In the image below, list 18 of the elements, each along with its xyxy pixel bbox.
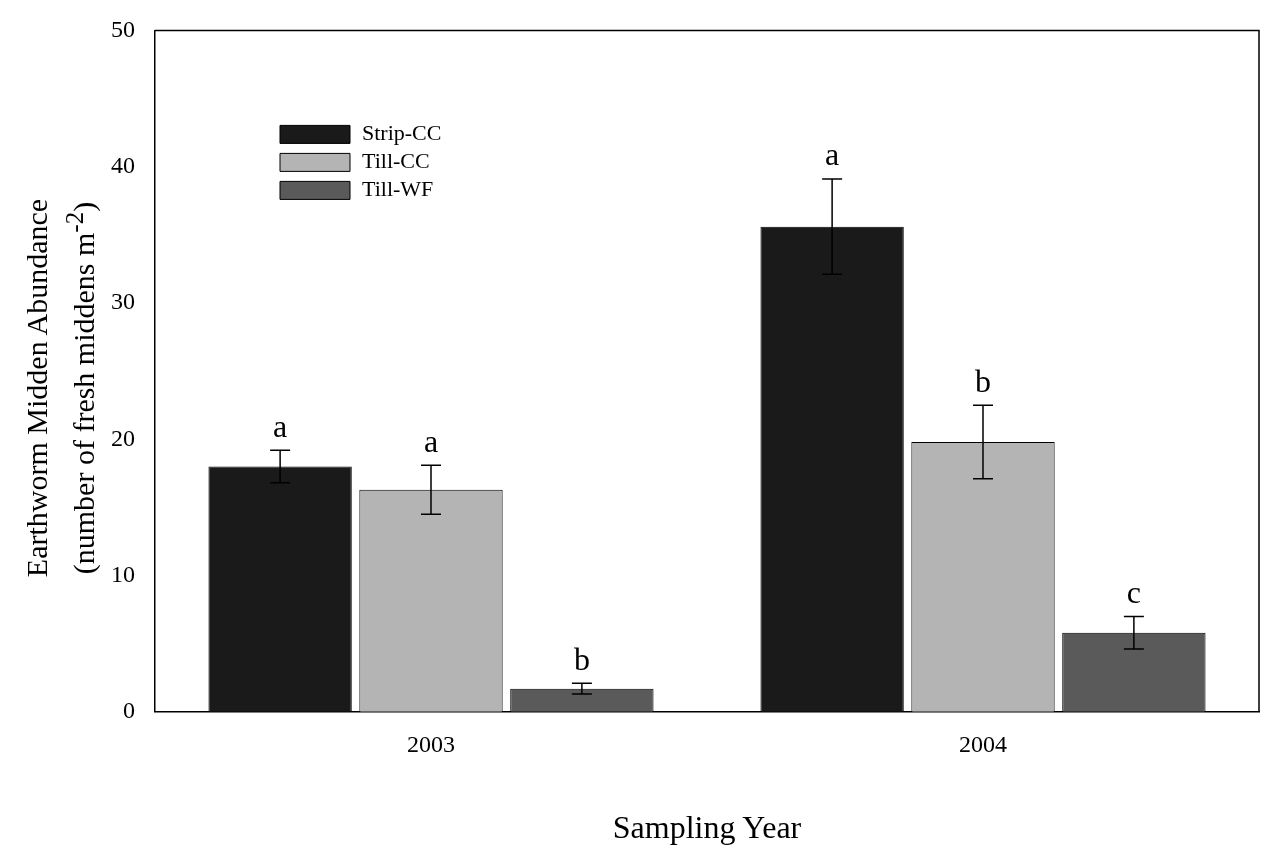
x-tick-label: 2004 (959, 731, 1007, 758)
data-label: b (975, 362, 991, 399)
x-tick-label: 2003 (407, 731, 455, 758)
legend-label: Till-CC (362, 148, 430, 174)
x-axis-title: Sampling Year (612, 809, 802, 846)
y-tick-label: 0 (123, 697, 135, 724)
data-label: a (273, 407, 288, 444)
y-tick-label: 30 (111, 288, 135, 315)
y-tick-label: 10 (111, 560, 135, 587)
data-label: c (1126, 573, 1141, 610)
y-tick-label: 50 (111, 15, 135, 42)
y-tick-label: 20 (111, 424, 135, 451)
data-label: a (825, 136, 840, 173)
legend-label: Strip-CC (362, 120, 442, 146)
y-tick-label: 40 (111, 151, 135, 178)
legend-label: Till-WF (362, 176, 434, 202)
data-label: a (423, 422, 439, 459)
data-label: b (573, 640, 590, 677)
